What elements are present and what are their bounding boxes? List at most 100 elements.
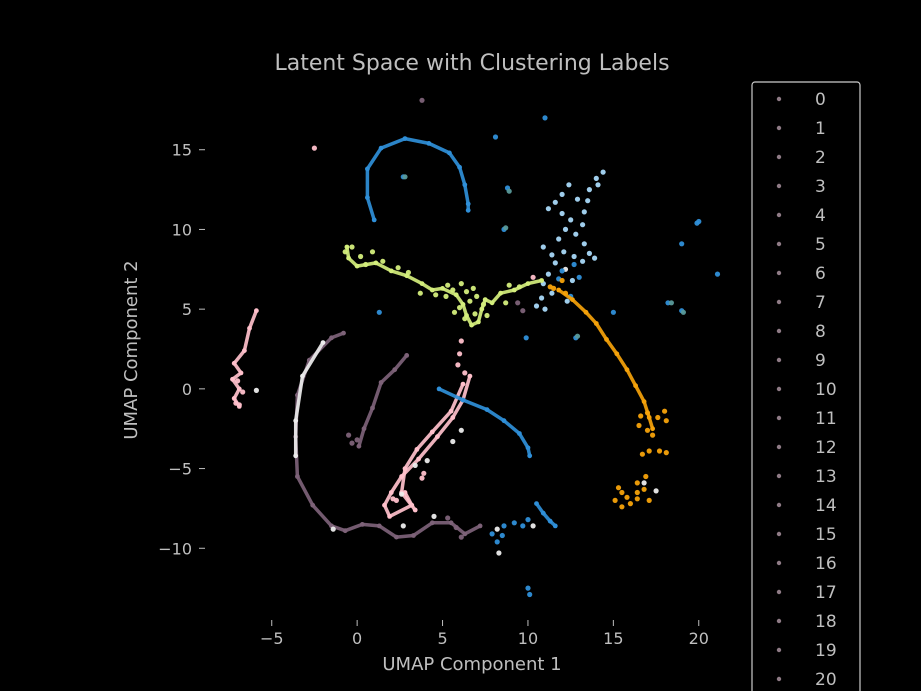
scatter-point [612,497,618,503]
legend-label: 5 [815,235,826,255]
scatter-point [236,402,242,408]
cluster-series [390,274,536,503]
scatter-point [346,432,352,438]
scatter-point [426,141,432,146]
cluster-series [436,386,533,459]
legend-marker [776,415,782,421]
axes: −5 0 5 10 15 20 −10 −5 0 5 10 15 [158,141,709,648]
scatter-point [354,437,360,443]
scatter-point [644,427,651,433]
scatter-point [545,271,552,277]
legend-marker [776,386,782,392]
scatter-point [236,386,242,392]
scatter-point [465,201,471,207]
scatter-point [474,293,480,299]
scatter-point [562,290,569,296]
scatter-point [373,260,379,266]
scatter-point [516,284,523,290]
scatter-point [419,475,425,481]
scatter-point [566,182,572,188]
scatter-point [574,333,581,339]
legend-label: 3 [815,177,826,197]
legend-marker [776,618,782,624]
scatter-point [402,174,408,180]
scatter-point [530,274,536,280]
legend-label: 12 [815,438,837,458]
scatter-point [392,367,398,373]
cluster-trail [293,340,325,458]
scatter-point [496,550,502,556]
scatter-point [655,414,661,421]
scatter-point [429,429,435,435]
scatter-point [469,322,474,328]
x-tick-label: 0 [352,629,362,648]
x-tick-label: 20 [689,629,709,648]
scatter-point [402,466,408,471]
scatter-point [556,287,562,293]
scatter-point [293,453,299,459]
scatter-point [679,241,685,247]
scatter-point [634,489,640,496]
scatter-point [501,523,507,529]
scatter-point [552,199,558,205]
x-axis-label: UMAP Component 1 [382,654,561,675]
scatter-point [494,539,500,545]
legend-marker [776,444,782,450]
scatter-point [581,241,587,247]
scatter-point [402,136,408,142]
scatter-point [378,145,384,151]
scatter-point [641,486,647,492]
scatter-point [429,520,435,526]
scatter-point [530,523,536,529]
cluster-series [233,145,317,408]
plot-area [230,97,721,598]
scatter-point [650,426,655,432]
scatter-point [378,380,384,385]
scatter-point [431,513,437,520]
scatter-point [559,277,565,284]
legend-marker [776,676,782,682]
scatter-point [489,300,495,306]
scatter-point [341,330,346,336]
cluster-series [344,244,544,328]
scatter-point [453,524,459,531]
scatter-point [344,244,350,250]
scatter-point [552,523,558,529]
cluster-series [342,244,523,322]
scatter-point [382,502,387,508]
scatter-point [462,316,468,322]
scatter-point [359,522,365,527]
legend-label: 1 [815,119,826,139]
scatter-point [457,305,463,311]
scatter-point [436,386,442,392]
legend-label: 19 [815,641,837,661]
cluster-series [253,266,659,556]
scatter-point [593,321,599,326]
scatter-point [492,134,499,140]
chart-title: Latent Space with Clustering Labels [274,51,669,76]
scatter-point [451,309,458,315]
scatter-point [238,370,244,376]
scatter-point [435,434,440,440]
scatter-point [354,263,360,269]
scatter-point [634,480,640,486]
scatter-point [583,309,589,315]
scatter-point [527,591,533,598]
scatter-point [653,488,659,494]
scatter-point [680,309,687,315]
scatter-point [619,504,625,510]
scatter-point [511,287,517,293]
scatter-point [295,474,300,479]
legend-marker [776,328,782,334]
scatter-point [696,218,702,225]
legend-marker [776,299,782,305]
scatter-point [540,244,546,250]
scatter-point [559,210,565,217]
x-tick-label: 5 [437,629,447,648]
scatter-point [414,447,420,452]
legend-label: 9 [815,351,826,371]
scatter-point [641,399,647,404]
scatter-point [342,249,348,255]
